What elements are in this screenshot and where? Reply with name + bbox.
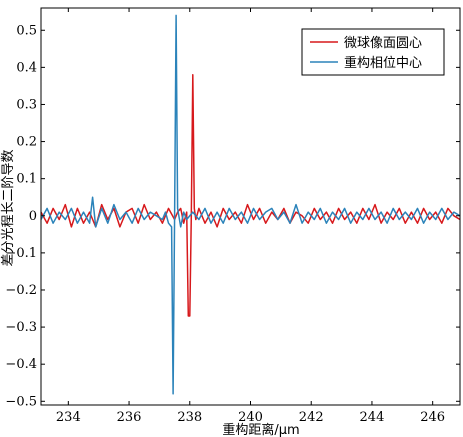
- axes-layer: 234 236 238 240 242 244 246 −0.5 −0.4 −0.3 −0.2 −0.…: [5, 7, 461, 425]
- legend-box: [301, 28, 445, 76]
- x-axis-title: 重构距离/μm: [222, 422, 299, 437]
- y-tick-label: −0.3: [5, 320, 37, 335]
- x-tick-label: 246: [420, 410, 445, 425]
- x-tick-label: 244: [360, 410, 385, 425]
- y-tick-label: 0.4: [16, 60, 37, 75]
- series-line-1: [40, 74, 461, 317]
- y-tick-label: −0.2: [5, 283, 37, 298]
- y-tick-label: 0.2: [16, 135, 37, 150]
- y-tick-label: 0: [29, 209, 37, 224]
- y-axis-title: 差分光程长二阶导数: [1, 149, 16, 266]
- x-tick-label: 234: [56, 410, 81, 425]
- y-tick-label: −0.1: [5, 246, 37, 261]
- y-tick-label: −0.5: [5, 394, 37, 409]
- y-tick-label: −0.4: [5, 357, 37, 372]
- x-tick-label: 242: [299, 410, 324, 425]
- series-line-2: [40, 14, 461, 395]
- y-tick-label: 0.1: [16, 172, 37, 187]
- legend-label-1: 微球像面圆心: [344, 36, 422, 51]
- series-layer: [40, 14, 461, 395]
- legend-label-2: 重构相位中心: [344, 55, 422, 71]
- x-tick-label: 236: [117, 410, 142, 425]
- x-tick-label: 240: [238, 410, 263, 425]
- x-tick-label: 238: [177, 410, 202, 425]
- y-tick-label: 0.5: [16, 23, 37, 38]
- y-tick-label: 0.3: [16, 97, 37, 112]
